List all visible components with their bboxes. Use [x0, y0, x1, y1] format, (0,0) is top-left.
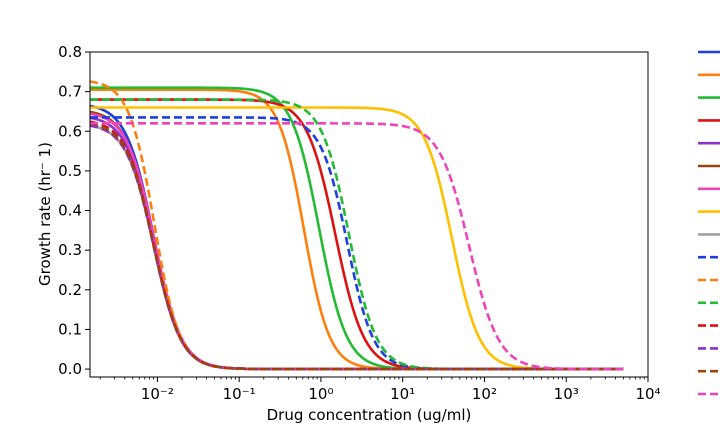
y-tick-label: 0.3 — [58, 241, 82, 259]
series-line-16 — [90, 122, 624, 371]
y-tick-label: 0.1 — [58, 320, 82, 338]
x-tick-label: 10⁰ — [308, 385, 333, 403]
series-layer — [89, 80, 624, 371]
y-axis-label: Growth rate (hr⁻ 1) — [36, 142, 54, 286]
y-tick-label: 0.6 — [58, 122, 82, 140]
y-tick-label: 0.5 — [58, 162, 82, 180]
plot-frame — [89, 51, 649, 378]
y-tick-label: 0.2 — [58, 281, 82, 299]
y-tick-label: 0.7 — [58, 83, 82, 101]
x-tick-label: 10⁻¹ — [223, 385, 256, 403]
legend — [698, 50, 720, 396]
y-tick-label: 0.8 — [58, 43, 82, 61]
x-axis-label: Drug concentration (ug/ml) — [267, 406, 472, 424]
x-tick-label: 10¹ — [390, 385, 415, 403]
series-line-13 — [89, 120, 624, 371]
y-tick-label: 0.4 — [58, 202, 82, 220]
x-tick-label: 10³ — [554, 385, 579, 403]
x-tick-label: 10² — [472, 385, 497, 403]
plot-area — [90, 52, 648, 377]
y-tick-label: 0.0 — [58, 360, 82, 378]
series-line-14 — [89, 124, 624, 371]
x-tick-label: 10⁴ — [635, 385, 660, 403]
x-tick-label: 10⁻² — [141, 385, 174, 403]
ticks-layer: 10⁻² 10⁻¹ 10⁰ 10¹ 10² 10³ 10⁴ 0.0 0.1 0.2 0.3 0.4 0.… — [58, 43, 660, 403]
